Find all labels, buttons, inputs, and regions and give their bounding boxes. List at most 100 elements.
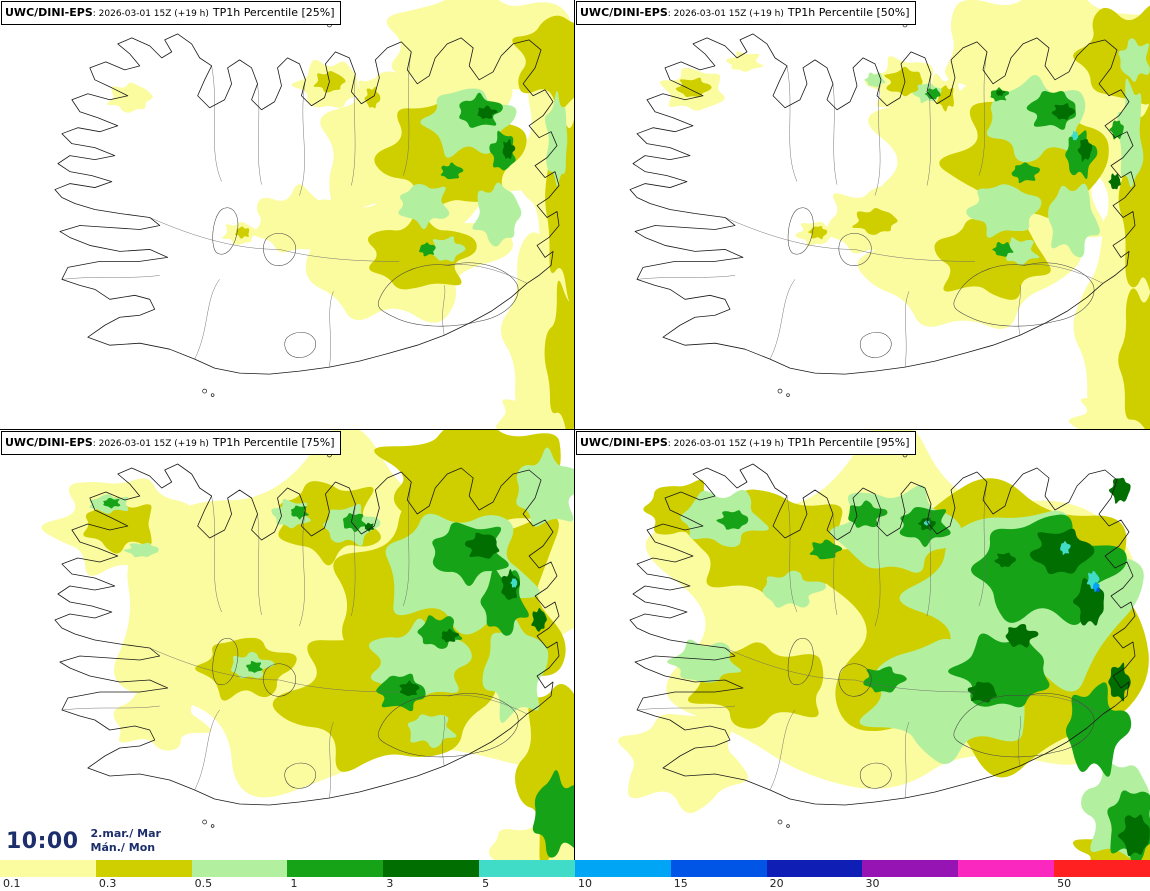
precip-contour [501, 569, 520, 600]
run-info: : 2026-03-01 15Z (+19 h) [667, 439, 784, 449]
precip-contour [464, 532, 500, 559]
product-label: TP1h Percentile [75%] [212, 436, 335, 449]
precip-contour [726, 51, 764, 72]
precip-contour [1029, 528, 1095, 575]
map-panel-50: UWC/DINI-EPS: 2026-03-01 15Z (+19 h) TP1h… [575, 0, 1150, 430]
precip-contour [510, 578, 518, 588]
map-grid: UWC/DINI-EPS: 2026-03-01 15Z (+19 h) TP1h… [0, 0, 1150, 860]
precip-contour [667, 639, 742, 683]
colorbar-tick-label: 30 [865, 877, 880, 890]
precip-contour [235, 226, 250, 239]
iceland-map-95 [618, 430, 1150, 860]
precip-contour [417, 615, 463, 649]
model-name: UWC/DINI-EPS [580, 6, 668, 19]
run-info: : 2026-03-01 15Z (+19 h) [92, 9, 209, 19]
run-info: : 2026-03-01 15Z (+19 h) [667, 9, 784, 19]
precip-contour [512, 15, 574, 109]
precip-contour [1108, 173, 1121, 190]
precip-contour [342, 513, 368, 533]
valid-time-box: 10:00 2.mar./ Mar Mán./ Mon [0, 825, 175, 859]
glacier-outlines [787, 207, 1095, 358]
colorbar-segment [191, 860, 288, 877]
precip-layer [106, 0, 574, 429]
colorbar-tick-labels: 0.1 0.3 0.5 1 3 5 10 15 20 30 50 [0, 877, 1150, 891]
glacier-outlines [212, 638, 519, 789]
glacier-outlines [212, 207, 519, 358]
precip-contour [407, 714, 457, 748]
valid-date-block: 2.mar./ Mar Mán./ Mon [91, 827, 161, 856]
colorbar: 0.1 0.3 0.5 1 3 5 10 15 20 30 50 [0, 860, 1150, 891]
colorbar-segment [383, 860, 480, 877]
precip-contour [863, 666, 907, 693]
colorbar-scale [0, 860, 1150, 877]
colorbar-tick-label: 0.1 [3, 877, 21, 890]
precip-contour [643, 479, 731, 541]
precip-contour [364, 86, 381, 109]
precip-contour [1118, 38, 1150, 82]
model-name: UWC/DINI-EPS [5, 436, 93, 449]
precip-contour [762, 570, 827, 608]
precip-contour [934, 218, 1051, 300]
precip-contour [996, 89, 1006, 96]
precip-contour [967, 681, 997, 703]
run-info: : 2026-03-01 15Z (+19 h) [92, 439, 209, 449]
precip-contour [1026, 90, 1077, 130]
colorbar-tick-label: 1 [290, 877, 298, 890]
precip-contour [516, 447, 574, 527]
precip-contour [545, 90, 568, 187]
colorbar-segment [766, 860, 863, 877]
precip-contour [1051, 103, 1076, 120]
precip-contour [544, 280, 574, 429]
precip-contour [419, 242, 436, 257]
product-label: TP1h Percentile [25%] [212, 6, 335, 19]
terrain-lines [61, 51, 528, 368]
product-label: TP1h Percentile [50%] [787, 6, 910, 19]
colorbar-segment [0, 860, 96, 877]
precip-contour [1005, 623, 1039, 648]
colorbar-tick-label: 15 [673, 877, 688, 890]
colorbar-segment [95, 860, 192, 877]
precip-contour [271, 499, 311, 529]
glacier-outlines [787, 638, 1095, 789]
coastline [629, 33, 1136, 375]
precip-contour [482, 618, 549, 723]
colorbar-segment [670, 860, 767, 877]
precip-contour [103, 497, 121, 509]
precip-contour [1117, 78, 1144, 188]
precip-contour [398, 183, 450, 230]
precip-contour [683, 489, 853, 598]
precip-contour [992, 242, 1014, 257]
precip-contour [1060, 540, 1071, 556]
product-label: TP1h Percentile [95%] [787, 436, 910, 449]
precip-contour [246, 660, 263, 673]
colorbar-tick-label: 10 [577, 877, 592, 890]
colorbar-tick-label: 20 [769, 877, 784, 890]
coastline [54, 463, 560, 806]
precip-contour [675, 77, 712, 98]
map-panel-75: UWC/DINI-EPS: 2026-03-01 15Z (+19 h) TP1h… [0, 430, 575, 860]
precip-layer [41, 430, 574, 860]
coastline [54, 33, 560, 375]
precip-contour [994, 552, 1017, 568]
panel-title-25: UWC/DINI-EPS: 2026-03-01 15Z (+19 h) TP1h… [1, 1, 341, 25]
precip-contour [1077, 138, 1093, 162]
colorbar-tick-label: 0.3 [98, 877, 117, 890]
precip-contour [472, 182, 522, 247]
colorbar-tick-label: 50 [1057, 877, 1072, 890]
colorbar-tick-label: 0.5 [194, 877, 213, 890]
valid-time: 10:00 [6, 828, 79, 854]
precip-contour [374, 430, 561, 533]
precip-contour [1073, 5, 1150, 105]
precip-layer [618, 430, 1150, 860]
precip-contour [966, 184, 1042, 238]
colorbar-segment [862, 860, 959, 877]
precip-layer [659, 0, 1150, 429]
panel-title-95: UWC/DINI-EPS: 2026-03-01 15Z (+19 h) TP1h… [576, 431, 916, 455]
precip-contour [848, 500, 888, 528]
precip-contour [399, 680, 420, 697]
precip-contour [502, 139, 516, 160]
coastline [629, 463, 1136, 806]
colorbar-segment [287, 860, 384, 877]
precip-contour [254, 184, 351, 253]
